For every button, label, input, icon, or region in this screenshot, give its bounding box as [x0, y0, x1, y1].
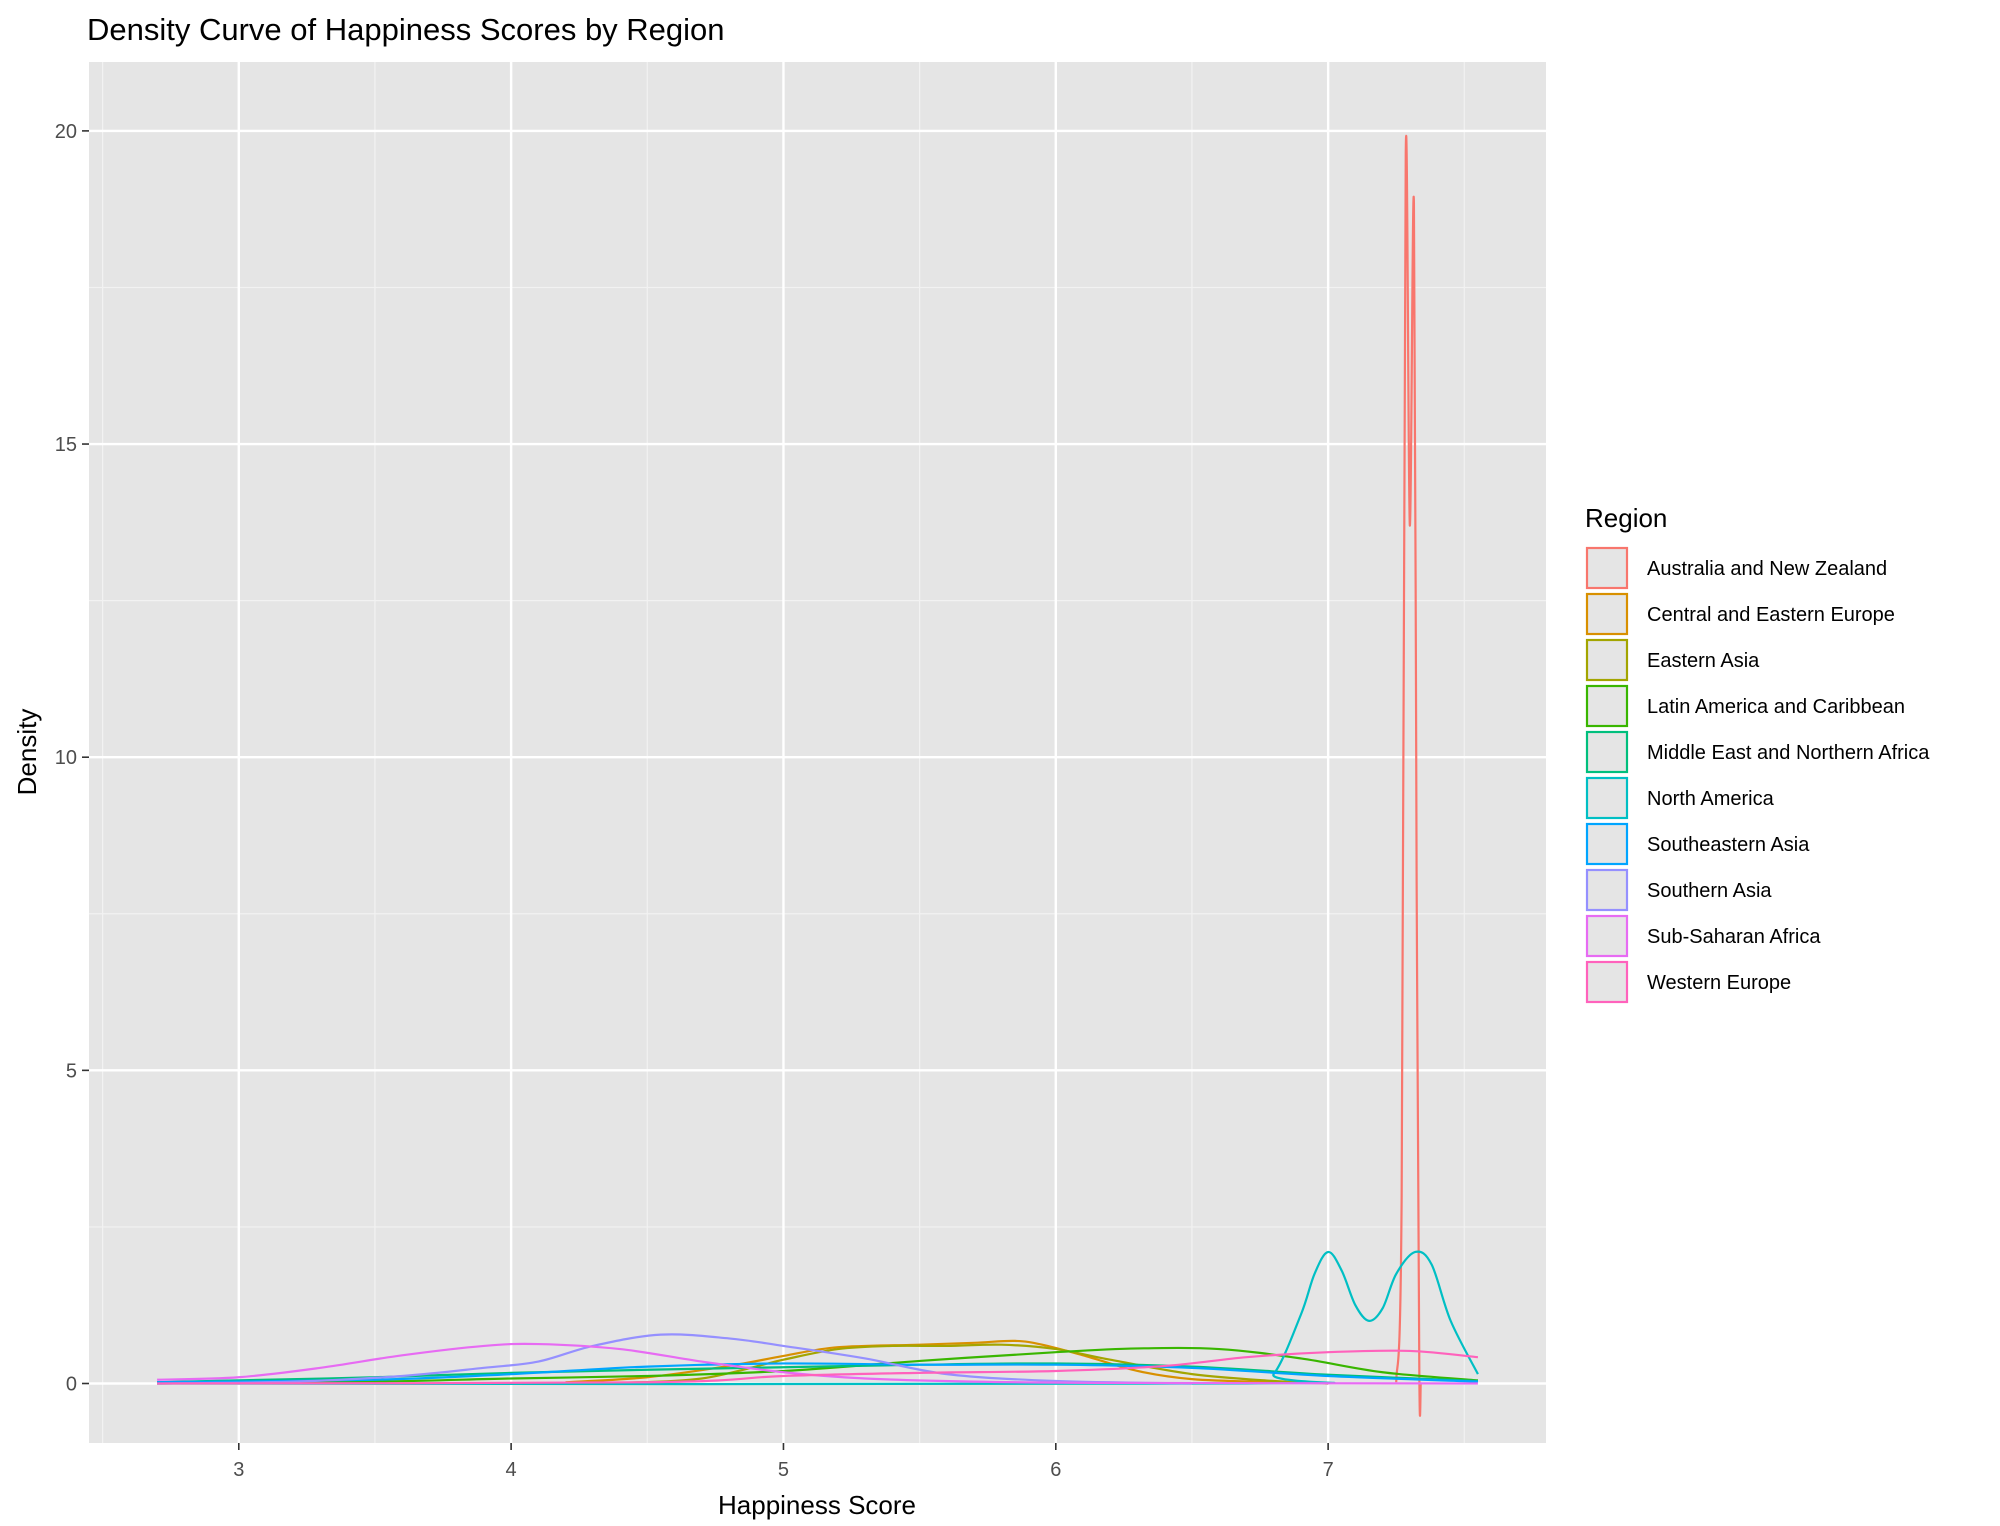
- legend-label-north-america: North America: [1647, 788, 1775, 810]
- legend-items: Australia and New Zealand Central and Eas…: [1585, 546, 1930, 1004]
- legend-key-central-and-eastern-europe: [1585, 592, 1629, 636]
- legend-label-southern-asia: Southern Asia: [1647, 880, 1772, 902]
- legend-key-latin-america-and-caribbean: [1585, 684, 1629, 728]
- legend-label-eastern-asia: Eastern Asia: [1647, 650, 1760, 672]
- legend: Region Australia and New Zealand Central …: [1585, 503, 1930, 1004]
- legend-label-sub-saharan-africa: Sub-Saharan Africa: [1647, 926, 1821, 948]
- density-curve-middle-east-and-northern-africa: [157, 1362, 1478, 1384]
- legend-title: Region: [1585, 503, 1667, 533]
- x-tick-label: 4: [506, 1459, 517, 1481]
- legend-label-middle-east-and-northern-africa: Middle East and Northern Africa: [1647, 742, 1930, 764]
- density-curve-sub-saharan-africa: [157, 1342, 1478, 1385]
- legend-key-western-europe: [1585, 960, 1629, 1004]
- density-curve-north-america: [157, 1250, 1479, 1386]
- density-curves: [157, 135, 1479, 1417]
- density-curve-eastern-asia: [620, 1343, 1329, 1385]
- density-curve-southern-asia: [157, 1333, 1192, 1385]
- density-curve-australia-and-new-zealand: [1395, 135, 1422, 1417]
- x-tick-label: 7: [1323, 1459, 1334, 1481]
- minor-gridlines: [89, 62, 1546, 1443]
- legend-label-latin-america-and-caribbean: Latin America and Caribbean: [1647, 696, 1905, 718]
- chart-title: Density Curve of Happiness Scores by Reg…: [87, 12, 725, 47]
- y-axis: 0 5 10 15 20: [55, 121, 89, 1396]
- density-curve-southeastern-asia: [157, 1362, 1478, 1384]
- y-axis-title: Density: [12, 709, 42, 796]
- legend-key-eastern-asia: [1585, 638, 1629, 682]
- legend-key-middle-east-and-northern-africa: [1585, 730, 1629, 774]
- legend-label-central-and-eastern-europe: Central and Eastern Europe: [1647, 604, 1895, 626]
- x-tick-label: 6: [1050, 1459, 1061, 1481]
- legend-key-sub-saharan-africa: [1585, 914, 1629, 958]
- y-tick-label: 0: [66, 1374, 77, 1396]
- legend-label-southeastern-asia: Southeastern Asia: [1647, 834, 1810, 856]
- x-axis: 3 4 5 6 7: [233, 1443, 1334, 1481]
- legend-key-southern-asia: [1585, 868, 1629, 912]
- y-tick-label: 5: [66, 1060, 77, 1082]
- density-curve-latin-america-and-caribbean: [157, 1346, 1479, 1385]
- legend-label-australia-and-new-zealand: Australia and New Zealand: [1647, 558, 1887, 580]
- x-axis-title: Happiness Score: [718, 1490, 916, 1520]
- y-tick-label: 10: [55, 747, 77, 769]
- y-tick-label: 20: [55, 121, 77, 143]
- legend-key-southeastern-asia: [1585, 822, 1629, 866]
- y-tick-label: 15: [55, 434, 77, 456]
- x-tick-label: 5: [778, 1459, 789, 1481]
- legend-label-western-europe: Western Europe: [1647, 972, 1791, 994]
- density-curve-western-europe: [157, 1349, 1479, 1385]
- legend-key-north-america: [1585, 776, 1629, 820]
- x-tick-label: 3: [233, 1459, 244, 1481]
- legend-key-australia-and-new-zealand: [1585, 546, 1629, 590]
- plot-panel: [89, 62, 1546, 1443]
